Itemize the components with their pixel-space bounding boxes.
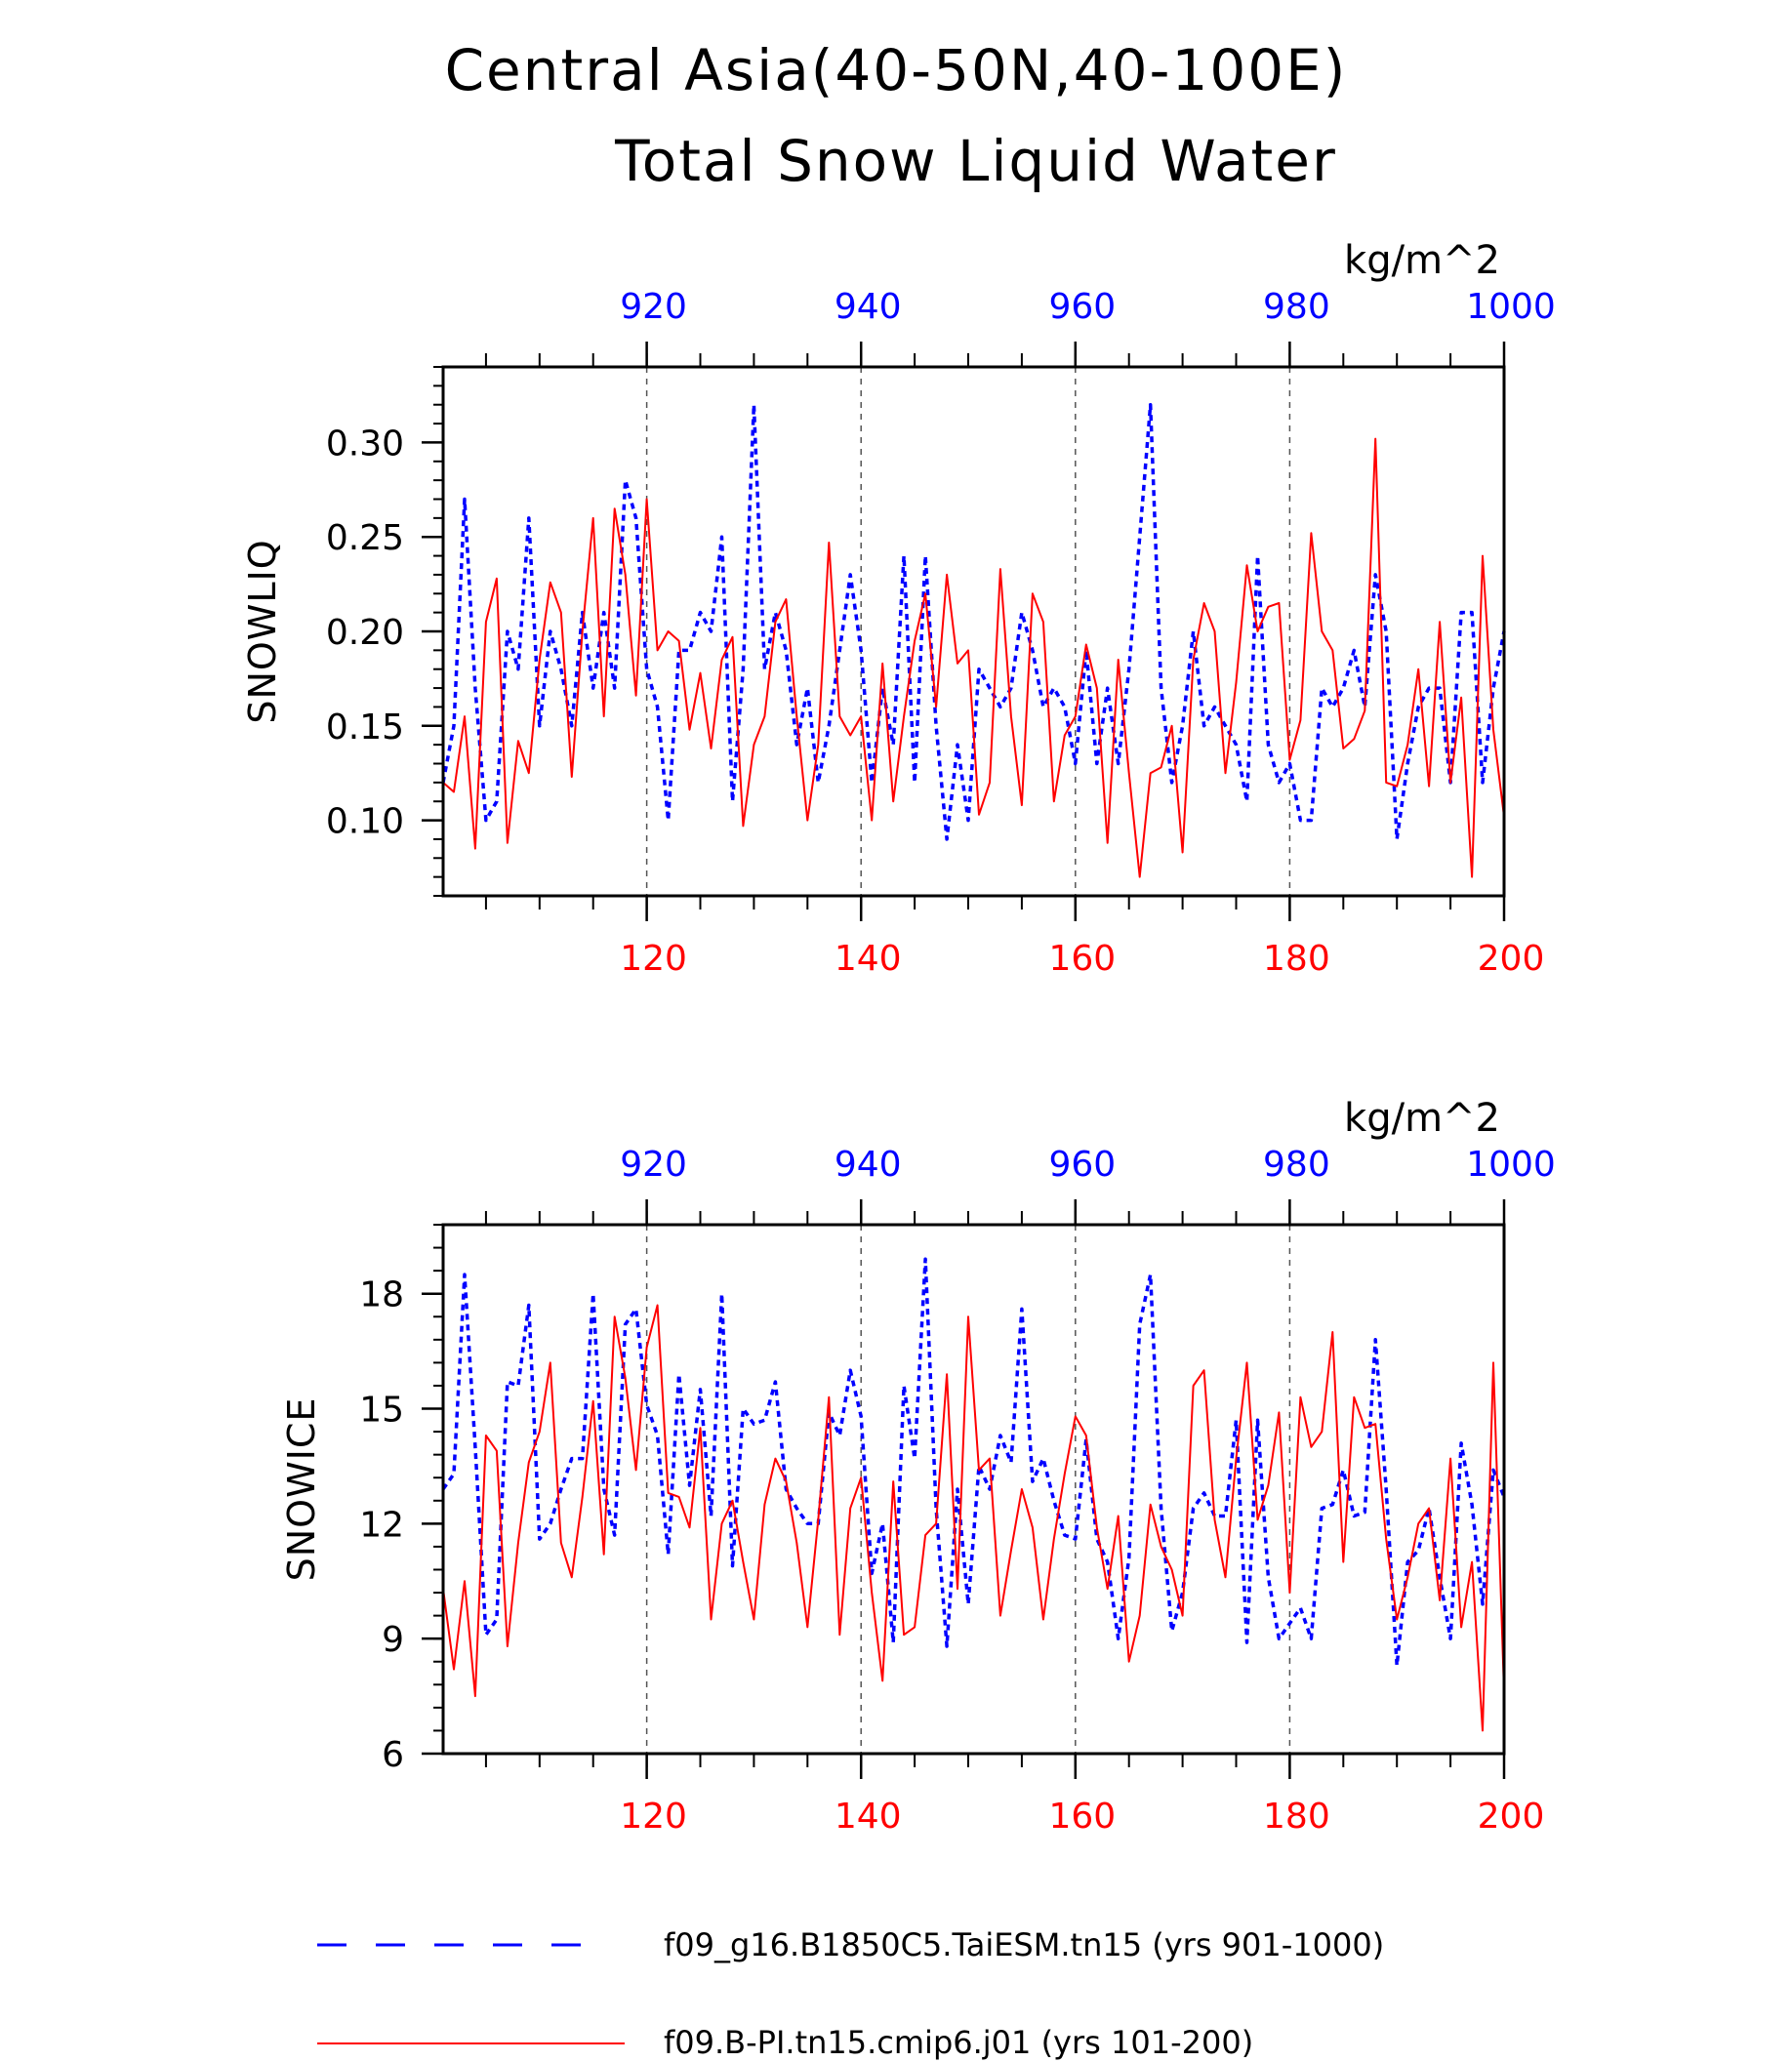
x-top-tick-label: 920 <box>620 287 687 327</box>
x-top-tick-label: 980 <box>1263 287 1330 327</box>
x-top-tick-label: 1000 <box>1466 287 1556 327</box>
x-top-tick-label: 940 <box>835 1145 902 1185</box>
y-axis-label: SNOWLIQ <box>241 539 284 723</box>
y-tick-label: 0.30 <box>326 424 404 464</box>
plot-frame <box>441 1223 1506 1756</box>
y-tick-label: 0.20 <box>326 613 404 653</box>
x-bottom-tick-label: 140 <box>835 1797 902 1837</box>
y-tick-label: 0.10 <box>326 802 404 842</box>
snowliq-panel: 0.10 0.15 0.20 0.25 0.30 120 140 160 180 200 920 94… <box>241 238 1556 979</box>
x-bottom-tick-label: 140 <box>835 939 902 979</box>
series-line-taiesm <box>441 1257 1506 1668</box>
legend: f09_g16.B1850C5.TaiESM.tn15 (yrs 901-100… <box>317 1926 1384 2061</box>
series-line-cmip6 <box>442 1304 1505 1732</box>
y-tick-label: 18 <box>359 1275 404 1315</box>
x-top-tick-label: 940 <box>835 287 902 327</box>
units-label: kg/m^2 <box>1344 238 1500 283</box>
x-bottom-tick-label: 120 <box>620 939 687 979</box>
x-top-tick-label: 960 <box>1048 287 1116 327</box>
series-line-taiesm <box>441 402 1506 841</box>
chart-title-line-2: Total Snow Liquid Water <box>614 128 1337 194</box>
chart-title-line-1: Central Asia(40-50N,40-100E) <box>445 37 1348 103</box>
legend-label-taiesm: f09_g16.B1850C5.TaiESM.tn15 (yrs 901-100… <box>664 1926 1384 1963</box>
x-bottom-tick-label: 200 <box>1478 939 1545 979</box>
x-top-tick-label: 920 <box>620 1145 687 1185</box>
y-axis-label: SNOWICE <box>280 1397 323 1582</box>
units-label: kg/m^2 <box>1344 1096 1500 1141</box>
x-bottom-tick-label: 180 <box>1263 939 1330 979</box>
x-top-tick-label: 980 <box>1263 1145 1330 1185</box>
x-top-tick-label: 960 <box>1048 1145 1116 1185</box>
snowice-panel: 6 9 12 15 18 120 140 160 180 200 920 940 960 980 1000k… <box>280 1096 1556 1837</box>
x-bottom-tick-label: 160 <box>1048 1797 1116 1837</box>
series-line-cmip6 <box>442 437 1505 878</box>
x-top-tick-label: 1000 <box>1466 1145 1556 1185</box>
x-bottom-tick-label: 180 <box>1263 1797 1330 1837</box>
y-tick-label: 12 <box>359 1505 404 1545</box>
y-tick-label: 0.15 <box>326 708 404 748</box>
y-tick-label: 6 <box>382 1735 404 1775</box>
x-bottom-tick-label: 200 <box>1478 1797 1545 1837</box>
x-bottom-tick-label: 160 <box>1048 939 1116 979</box>
x-bottom-tick-label: 120 <box>620 1797 687 1837</box>
y-tick-label: 9 <box>382 1620 404 1660</box>
y-tick-label: 15 <box>359 1391 404 1431</box>
plot-frame <box>441 365 1506 898</box>
legend-label-cmip6: f09.B-PI.tn15.cmip6.j01 (yrs 101-200) <box>664 2024 1253 2061</box>
y-tick-label: 0.25 <box>326 518 404 558</box>
